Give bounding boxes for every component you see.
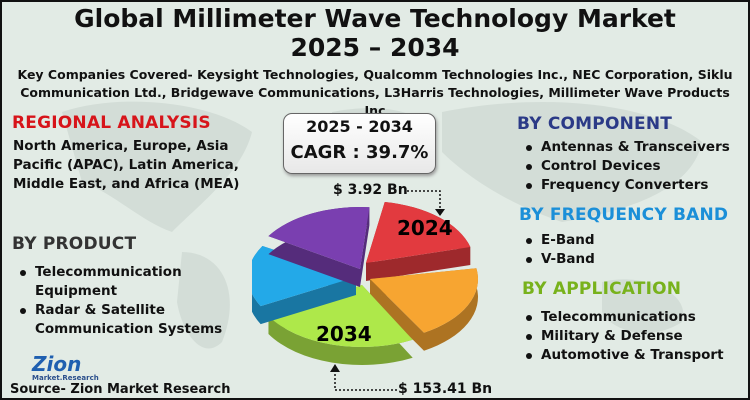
list-item: Automotive & Transport [524,346,724,365]
start-value: $ 3.92 Bn [333,182,408,198]
application-list: Telecommunications Military & Defense Au… [524,308,724,365]
cagr-value: CAGR : 39.7% [290,142,429,163]
product-heading: BY PRODUCT [12,234,137,254]
frequency-heading: BY FREQUENCY BAND [519,205,729,225]
source-text: Source- Zion Market Research [10,382,231,397]
pie-slice [252,246,356,325]
title-line-2: 2025 – 2034 [290,33,460,62]
cagr-period: 2025 - 2034 [306,117,413,136]
logo-subtext: Market.Research [32,374,99,382]
logo-text: Zion [32,352,82,376]
product-list: Telecommunication Equipment Radar & Sate… [18,263,238,339]
application-heading: BY APPLICATION [522,279,682,299]
list-item: E-Band [524,231,595,250]
list-item: Antennas & Transceivers [524,138,730,157]
list-item: Control Devices [524,157,730,176]
pie-slice [268,207,370,287]
end-value: $ 153.41 Bn [398,381,493,397]
component-heading: BY COMPONENT [517,114,673,134]
start-arrow-icon [407,190,445,216]
end-arrow-icon [330,364,399,391]
pie-graphic [252,201,478,365]
list-item: V-Band [524,250,595,269]
start-year-label: 2024 [397,216,453,240]
end-year-label: 2034 [316,322,372,346]
page-title: Global Millimeter Wave Technology Market… [2,4,748,62]
title-line-1: Global Millimeter Wave Technology Market [74,4,676,33]
frequency-list: E-Band V-Band [524,231,595,269]
list-item: Frequency Converters [524,176,730,195]
key-companies: Key Companies Covered- Keysight Technolo… [17,67,733,118]
list-item: Military & Defense [524,327,724,346]
list-item: Radar & Satellite Communication Systems [18,301,238,339]
cagr-box: 2025 - 2034 CAGR : 39.7% [283,113,436,174]
pie-slice [366,201,471,281]
list-item: Telecommunications [524,308,724,327]
list-item: Telecommunication Equipment [18,263,238,301]
zion-logo: Zion Market.Research [32,354,99,382]
regional-text: North America, Europe, Asia Pacific (APA… [13,138,240,192]
regional-heading: REGIONAL ANALYSIS [12,113,211,133]
component-list: Antennas & Transceivers Control Devices … [524,138,730,195]
pie-slice [370,268,478,351]
